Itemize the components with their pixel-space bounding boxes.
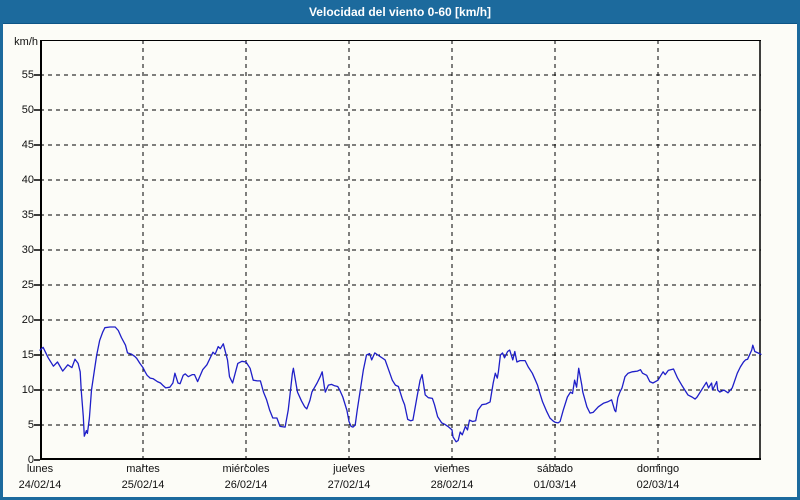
x-day-label-viernes: viernes (434, 463, 470, 475)
x-date-label-01/03/14: 01/03/14 (533, 479, 577, 491)
y-tick-label-55: 55 (21, 68, 34, 81)
x-date-label-24/02/14: 24/02/14 (18, 479, 62, 491)
x-date-label-27/02/14: 27/02/14 (327, 479, 371, 491)
x-date-label-26/02/14: 26/02/14 (224, 479, 268, 491)
chart-title: Velocidad del viento 0-60 [km/h] (308, 4, 492, 19)
x-date-label-25/02/14: 25/02/14 (121, 479, 165, 491)
x-day-label-domingo: domingo (636, 463, 680, 475)
x-date-label-28/02/14: 28/02/14 (430, 479, 474, 491)
x-day-label-martes: martes (126, 463, 160, 475)
x-day-label-sábado: sábado (536, 463, 574, 475)
x-day-label-lunes: lunes (26, 463, 54, 475)
y-tick-label-45: 45 (21, 138, 34, 151)
y-tick-label-20: 20 (21, 313, 34, 326)
y-tick-label-0: 0 (27, 453, 34, 466)
y-tick-label-30: 30 (21, 243, 34, 256)
y-tick-label-40: 40 (21, 173, 34, 186)
y-tick-label-35: 35 (21, 208, 34, 221)
y-tick-label-10: 10 (21, 383, 34, 396)
x-day-label-miércoles: miércoles (222, 463, 270, 475)
wind-speed-line (39, 326, 762, 443)
plot-area (34, 40, 762, 467)
y-tick-label-50: 50 (21, 103, 34, 116)
x-date-label-02/03/14: 02/03/14 (636, 479, 680, 491)
y-axis-unit-label: km/h (14, 36, 38, 48)
x-day-label-jueves: jueves (333, 463, 365, 475)
y-tick-label-25: 25 (21, 278, 34, 291)
y-tick-label-15: 15 (21, 348, 34, 361)
window-title-bar: Velocidad del viento 0-60 [km/h] (0, 0, 800, 24)
y-tick-label-5: 5 (27, 418, 34, 431)
